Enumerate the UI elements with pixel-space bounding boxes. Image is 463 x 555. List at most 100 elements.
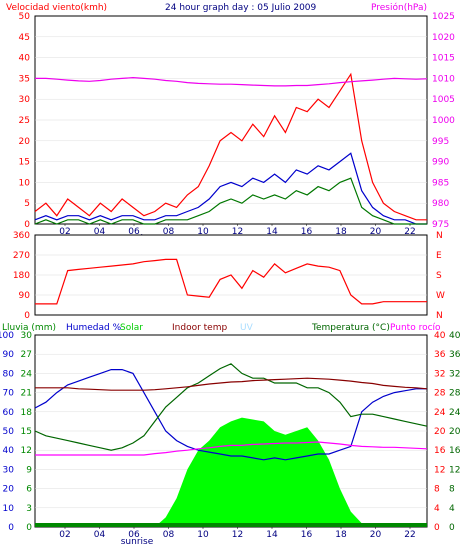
pressure-y-tick: 975 [432,220,449,230]
rain-y-tick: 15 [21,427,32,437]
legend-humidity: Humedad % [66,323,122,333]
temp-red-y-tick: 0 [434,523,440,533]
pressure-axis-title: Presión(hPa) [371,2,427,13]
wind-x-tick: 10 [197,227,209,237]
dewpoint-line [35,441,428,456]
wind-y-tick: 45 [19,33,30,43]
direction-y-tick: 360 [13,231,30,241]
wind-y-tick: 5 [24,199,30,209]
climate-x-tick: 06 [128,530,140,540]
humidity-line [34,369,427,461]
climate-x-tick: 18 [335,530,347,540]
wind-x-tick: 08 [163,227,175,237]
pressure-y-tick: 1000 [432,116,455,126]
humidity-y-tick: 90 [3,350,15,360]
solar-area [35,417,427,527]
climate-x-tick: 22 [404,530,415,540]
wind-y-tick: 15 [19,158,30,168]
pressure-y-tick: 990 [432,158,449,168]
wind-y-tick: 20 [19,137,31,147]
direction-y-tick: 270 [13,251,30,261]
temp-green-y-tick: 24 [449,408,461,418]
sunrise-label-2: sunrise [121,537,154,547]
direction-plot [35,254,427,305]
temp-red-y-tick: 36 [434,350,446,360]
temp-red-y-tick: 16 [434,446,446,456]
temp-green-y-tick: 36 [449,350,461,360]
wind-x-tick: 04 [94,227,106,237]
pressure-line [35,76,428,87]
compass-tick: E [436,251,442,261]
temp-green-y-tick: 0 [449,523,455,533]
direction-line [35,258,427,305]
rain-y-tick: 27 [21,350,32,360]
climate-x-tick: 10 [197,530,209,540]
humidity-y-tick: 100 [0,331,14,341]
pressure-y-tick: 1005 [432,95,455,105]
climate-x-tick: 02 [59,530,70,540]
humidity-y-tick: 0 [8,523,14,533]
pressure-y-tick: 985 [432,178,449,188]
direction-y-tick: 0 [24,311,30,321]
wind-y-tick: 40 [19,54,31,64]
temp-green-y-tick: 4 [449,504,455,514]
rain-y-tick: 6 [26,485,32,495]
pressure-y-tick: 995 [432,137,449,147]
humidity-y-tick: 30 [3,465,15,475]
wind-x-tick: 14 [266,227,278,237]
direction-y-tick: 180 [13,271,30,281]
low-line [34,177,427,225]
humidity-y-tick: 10 [3,504,15,514]
pressure-y-tick: 1010 [432,74,455,84]
climate-x-tick: 20 [370,530,382,540]
humidity-y-tick: 40 [3,446,15,456]
temp-green-y-tick: 16 [449,446,461,456]
wind-y-tick: 30 [19,95,31,105]
direction-y-tick: 90 [19,291,31,301]
temp-red-y-tick: 8 [434,485,440,495]
graph-title: 24 hour graph day : 05 Julio 2009 [165,3,317,13]
compass-tick: N [436,231,443,241]
wind-y-tick: 0 [24,220,30,230]
wind-x-tick: 12 [232,227,243,237]
compass-tick: W [436,291,445,301]
rain-y-tick: 18 [21,408,33,418]
wind-x-tick: 02 [59,227,70,237]
pressure-y-tick: 1015 [432,54,455,64]
climate-x-tick: 16 [301,530,313,540]
temperature-line [34,363,428,451]
compass-tick: S [436,271,442,281]
humidity-y-tick: 60 [3,408,15,418]
gust-line [34,72,427,221]
climate-x-tick: 14 [266,530,278,540]
rain-bar [35,523,427,527]
legend-solar: Solar [120,323,143,333]
temp-green-y-tick: 20 [449,427,461,437]
wind-x-tick: 20 [370,227,382,237]
temp-red-y-tick: 4 [434,504,440,514]
rain-y-tick: 30 [21,331,33,341]
humidity-y-tick: 80 [3,369,15,379]
rain-y-tick: 0 [26,523,32,533]
wind-plot [34,36,428,225]
temp-green-y-tick: 40 [449,331,461,341]
humidity-y-tick: 70 [3,389,15,399]
indoor-temp-line [35,377,428,391]
rain-y-tick: 9 [26,465,32,475]
temp-green-y-tick: 28 [449,389,461,399]
temp-red-y-tick: 40 [434,331,446,341]
rain-y-tick: 24 [21,369,33,379]
temp-green-y-tick: 12 [449,465,460,475]
pressure-y-tick: 980 [432,199,449,209]
rain-y-tick: 12 [21,446,32,456]
temp-red-y-tick: 32 [434,369,445,379]
wind-x-tick: 06 [128,227,140,237]
temp-red-y-tick: 12 [434,465,445,475]
legend-indoor: Indoor temp [172,323,227,333]
legend-rain: Lluvia (mm) [2,323,56,333]
temp-green-y-tick: 32 [449,369,460,379]
rain-y-tick: 21 [21,389,32,399]
pressure-y-tick: 1025 [432,12,455,22]
